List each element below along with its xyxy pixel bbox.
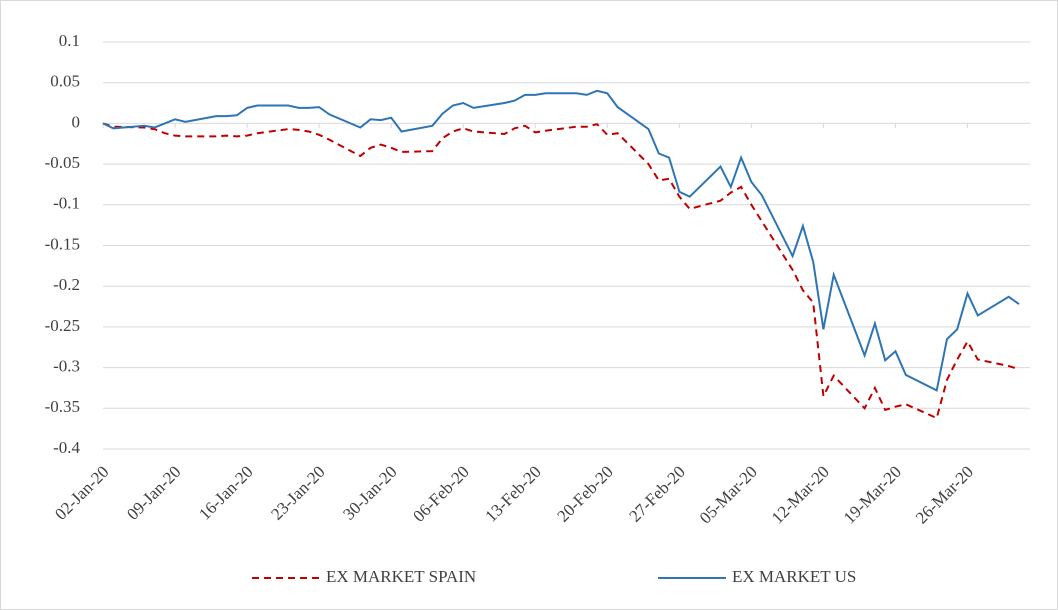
y-tick-label: 0.05	[50, 72, 80, 91]
y-tick-label: 0.1	[59, 31, 80, 50]
y-tick-label: -0.2	[53, 275, 80, 294]
y-tick-label: -0.25	[45, 316, 80, 335]
y-tick-label: -0.05	[45, 153, 80, 172]
y-tick-label: 0	[72, 112, 81, 131]
legend-label: EX MARKET SPAIN	[326, 567, 476, 586]
y-tick-label: -0.4	[53, 438, 80, 457]
series-line	[102, 89, 1020, 392]
legend-label: EX MARKET US	[732, 567, 856, 586]
y-tick-label: -0.35	[45, 397, 80, 416]
y-tick-label: -0.3	[53, 357, 80, 376]
series-line	[102, 122, 1020, 420]
y-tick-label: -0.1	[53, 194, 80, 213]
y-tick-label: -0.15	[45, 234, 80, 253]
